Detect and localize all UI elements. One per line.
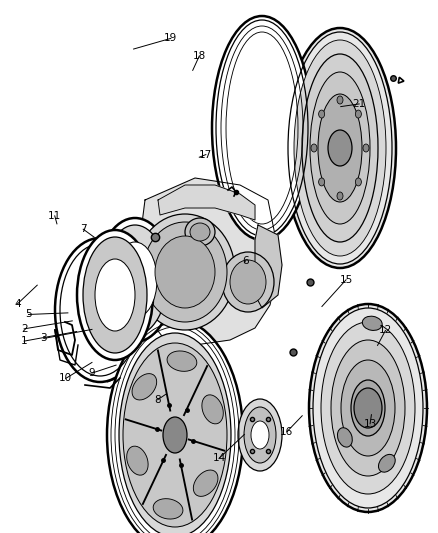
Ellipse shape: [251, 421, 269, 449]
Ellipse shape: [331, 340, 405, 476]
Ellipse shape: [238, 399, 282, 471]
Ellipse shape: [309, 304, 427, 512]
Text: 21: 21: [353, 99, 366, 109]
Ellipse shape: [363, 144, 369, 152]
Ellipse shape: [155, 236, 215, 308]
Ellipse shape: [355, 178, 361, 186]
Ellipse shape: [167, 351, 197, 372]
Ellipse shape: [163, 417, 187, 453]
Ellipse shape: [321, 322, 415, 494]
Ellipse shape: [153, 499, 183, 519]
Text: 15: 15: [339, 275, 353, 285]
Ellipse shape: [362, 316, 382, 330]
Ellipse shape: [190, 223, 210, 241]
Text: 1: 1: [21, 336, 28, 346]
Text: 11: 11: [48, 211, 61, 221]
Text: 17: 17: [199, 150, 212, 159]
Text: 12: 12: [379, 326, 392, 335]
Ellipse shape: [135, 214, 235, 330]
Ellipse shape: [113, 242, 157, 318]
Ellipse shape: [328, 130, 352, 166]
Ellipse shape: [318, 94, 362, 202]
Ellipse shape: [132, 374, 157, 400]
Ellipse shape: [337, 192, 343, 200]
Ellipse shape: [127, 446, 148, 475]
Ellipse shape: [318, 178, 325, 186]
Ellipse shape: [143, 222, 227, 322]
Polygon shape: [138, 178, 278, 345]
Text: 16: 16: [280, 427, 293, 437]
Ellipse shape: [351, 380, 385, 436]
Ellipse shape: [355, 110, 361, 118]
Ellipse shape: [284, 28, 396, 268]
Ellipse shape: [202, 395, 223, 424]
Text: 7: 7: [80, 224, 87, 234]
Polygon shape: [158, 185, 255, 220]
Ellipse shape: [77, 230, 153, 360]
Ellipse shape: [95, 259, 135, 331]
Text: 6: 6: [242, 256, 249, 266]
Text: 8: 8: [154, 395, 161, 405]
Ellipse shape: [83, 237, 147, 353]
Ellipse shape: [222, 252, 274, 312]
Text: 5: 5: [25, 310, 32, 319]
Text: 13: 13: [364, 419, 377, 429]
Text: 4: 4: [14, 299, 21, 309]
Ellipse shape: [230, 260, 266, 304]
Text: 14: 14: [212, 454, 226, 463]
Ellipse shape: [244, 407, 276, 463]
Polygon shape: [255, 225, 282, 308]
Text: 3: 3: [40, 334, 47, 343]
Text: 19: 19: [164, 34, 177, 43]
Ellipse shape: [103, 225, 167, 335]
Ellipse shape: [119, 333, 231, 533]
Ellipse shape: [318, 110, 325, 118]
Ellipse shape: [310, 72, 370, 224]
Ellipse shape: [341, 360, 395, 456]
Ellipse shape: [354, 388, 382, 428]
Ellipse shape: [185, 218, 215, 246]
Ellipse shape: [311, 144, 317, 152]
Text: 9: 9: [88, 368, 95, 378]
Ellipse shape: [294, 40, 386, 256]
Ellipse shape: [123, 343, 227, 527]
Ellipse shape: [302, 54, 378, 242]
Ellipse shape: [55, 238, 145, 382]
Ellipse shape: [337, 427, 352, 447]
Ellipse shape: [212, 16, 312, 240]
Text: 10: 10: [59, 374, 72, 383]
Ellipse shape: [337, 96, 343, 104]
Ellipse shape: [107, 319, 243, 533]
Ellipse shape: [378, 455, 395, 472]
Ellipse shape: [97, 218, 173, 342]
Ellipse shape: [193, 470, 218, 496]
Text: 2: 2: [21, 324, 28, 334]
Text: 18: 18: [193, 51, 206, 61]
